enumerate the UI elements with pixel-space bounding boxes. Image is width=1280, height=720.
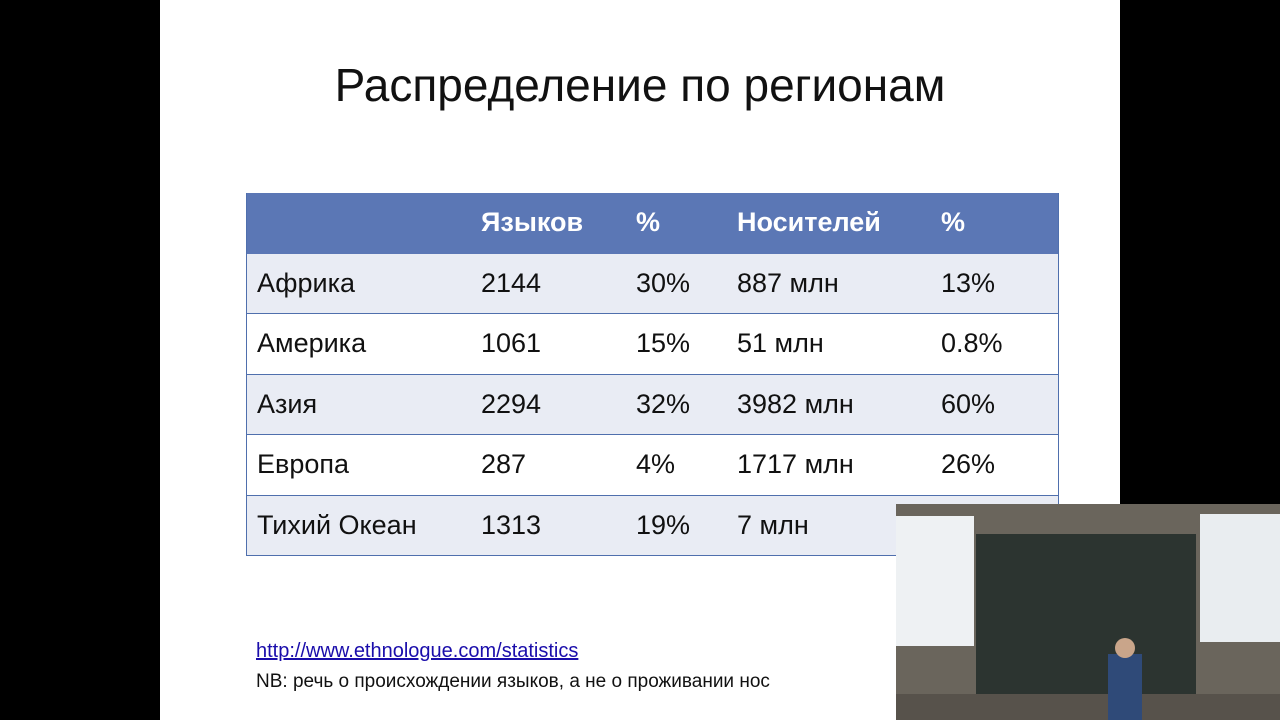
table-row: Европа 287 4% 1717 млн 26% bbox=[247, 435, 1058, 496]
region-cell: Африка bbox=[257, 267, 356, 298]
table-cell: 287 bbox=[481, 449, 527, 479]
table-cell: 60% bbox=[941, 388, 996, 419]
table-cell: 2294 bbox=[481, 388, 542, 419]
table-cell: 19% bbox=[636, 509, 691, 540]
table-cell: 51 млн bbox=[737, 328, 824, 358]
table-cell: 32% bbox=[636, 388, 691, 419]
table-row: Азия 2294 32% 3982 млн 60% bbox=[247, 374, 1058, 435]
lecturer bbox=[1108, 654, 1142, 720]
table-cell: 1717 млн bbox=[737, 449, 854, 479]
table-cell: 1313 bbox=[481, 509, 542, 540]
webcam-scene bbox=[896, 504, 1280, 720]
header-cell: Носителей bbox=[737, 207, 881, 237]
screen bbox=[1200, 514, 1280, 642]
header-cell: Языков bbox=[481, 207, 584, 237]
region-cell: Америка bbox=[257, 328, 367, 358]
slide: Распределение по регионам Языков% Носител… bbox=[160, 0, 1120, 720]
table-cell: 2144 bbox=[481, 267, 542, 298]
header-cell: % bbox=[636, 207, 661, 237]
table-cell: 0.8% bbox=[941, 328, 1003, 358]
region-cell: Тихий Океан bbox=[257, 509, 417, 540]
table-cell: 3982 млн bbox=[737, 388, 854, 419]
lecturer-head bbox=[1115, 638, 1135, 658]
table-cell: 1061 bbox=[481, 328, 542, 358]
region-cell: Европа bbox=[257, 449, 350, 479]
table-row: Африка 2144 30% 887 млн 13% bbox=[247, 253, 1058, 314]
table-cell: 4% bbox=[636, 449, 676, 479]
chalkboard bbox=[976, 534, 1196, 694]
slide-title: Распределение по регионам bbox=[334, 59, 946, 111]
table-cell: 7 млн bbox=[737, 509, 809, 540]
table-cell: 15% bbox=[636, 328, 691, 358]
table-cell: 13% bbox=[941, 267, 996, 298]
header-row: Языков% Носителей% bbox=[247, 193, 1058, 254]
note: NB: речь о происхождении языков, а не о … bbox=[256, 671, 770, 692]
screen bbox=[896, 516, 974, 646]
header-cell: % bbox=[941, 207, 966, 237]
floor bbox=[896, 694, 1280, 720]
table: Языков% Носителей% Африка 2144 30% 887 млн 13%… bbox=[246, 193, 1059, 556]
table-cell: 26% bbox=[941, 449, 996, 479]
table-row: Америка 1061 15% 51 млн 0.8% bbox=[247, 314, 1058, 375]
table-cell: 30% bbox=[636, 267, 691, 298]
region-cell: Азия bbox=[257, 388, 318, 419]
source-link[interactable]: http://www.ethnologue.com/statistics bbox=[256, 640, 579, 662]
webcam-overlay bbox=[896, 504, 1280, 720]
table-cell: 887 млн bbox=[737, 267, 839, 298]
